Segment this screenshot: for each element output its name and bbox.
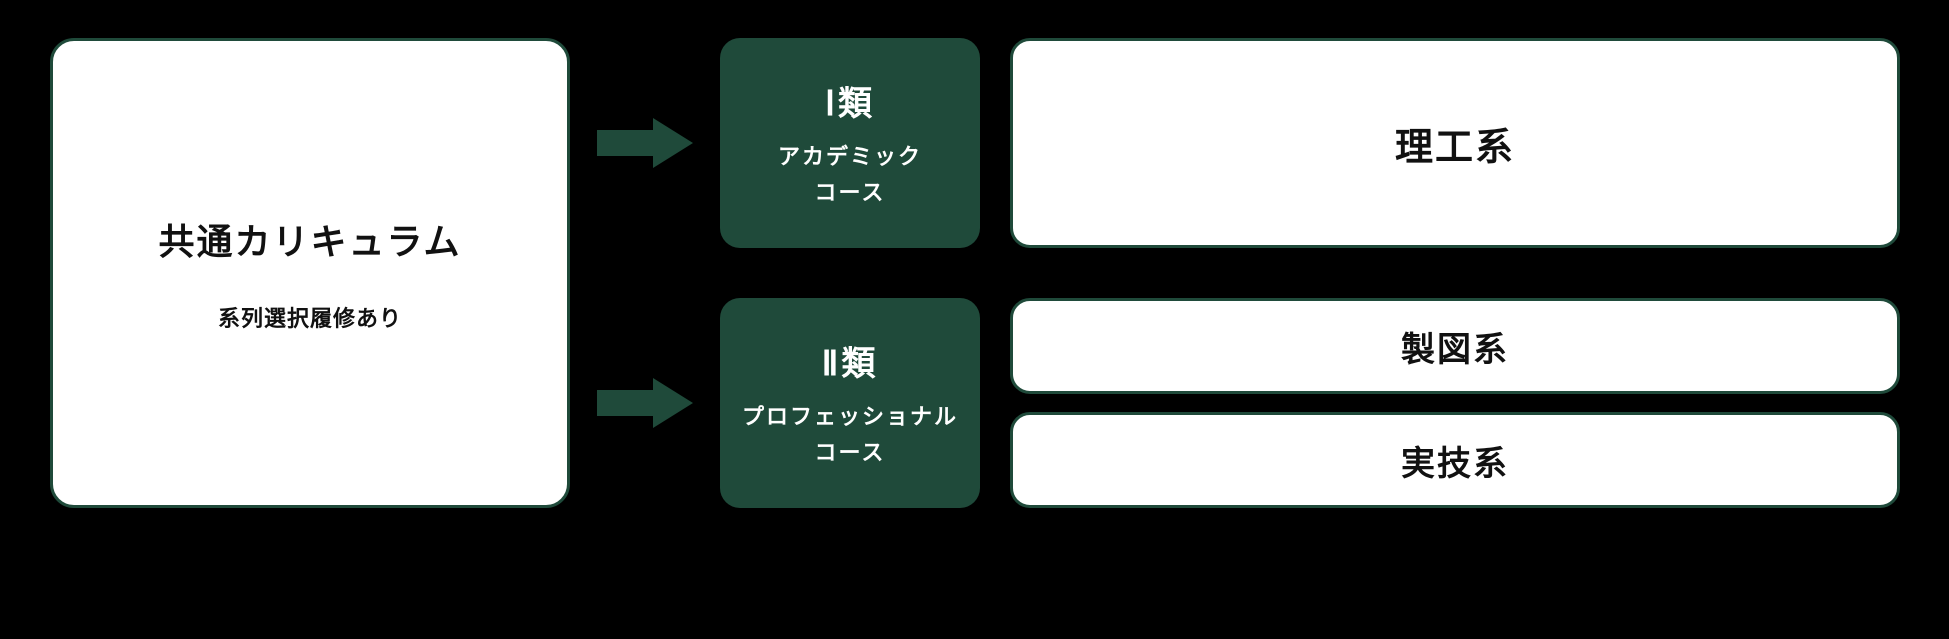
type-2-box: Ⅱ類 プロフェッショナル コース [720,298,980,508]
arrow-right-icon [597,118,693,168]
curriculum-flowchart: 共通カリキュラム 系列選択履修あり Ⅰ類 アカデミック コース Ⅱ類 プロフェッ… [50,38,1900,508]
type-1-box: Ⅰ類 アカデミック コース [720,38,980,248]
track-drafting: 製図系 [1010,298,1900,394]
common-subtitle: 系列選択履修あり [218,301,402,333]
arrow-right-icon [597,378,693,428]
type-2-title: Ⅱ類 [822,336,879,385]
type-1-subtitle-line2: コース [815,180,886,205]
track-science-engineering: 理工系 [1010,38,1900,248]
type-1-title: Ⅰ類 [825,76,875,125]
type-2-subtitle-line1: プロフェッショナル [742,404,958,429]
type-2-subtitle-line2: コース [815,440,886,465]
type-2-subtitle: プロフェッショナル コース [742,399,958,469]
type-column: Ⅰ類 アカデミック コース Ⅱ類 プロフェッショナル コース [720,38,980,508]
type-1-subtitle: アカデミック コース [778,139,922,209]
track-group-type2: 製図系 実技系 [1010,298,1900,508]
type-1-subtitle-line1: アカデミック [778,144,922,169]
common-title: 共通カリキュラム [159,213,462,265]
arrow-column [570,38,720,508]
common-curriculum-box: 共通カリキュラム 系列選択履修あり [50,38,570,508]
track-column: 理工系 製図系 実技系 [1010,38,1900,508]
track-practical: 実技系 [1010,412,1900,508]
